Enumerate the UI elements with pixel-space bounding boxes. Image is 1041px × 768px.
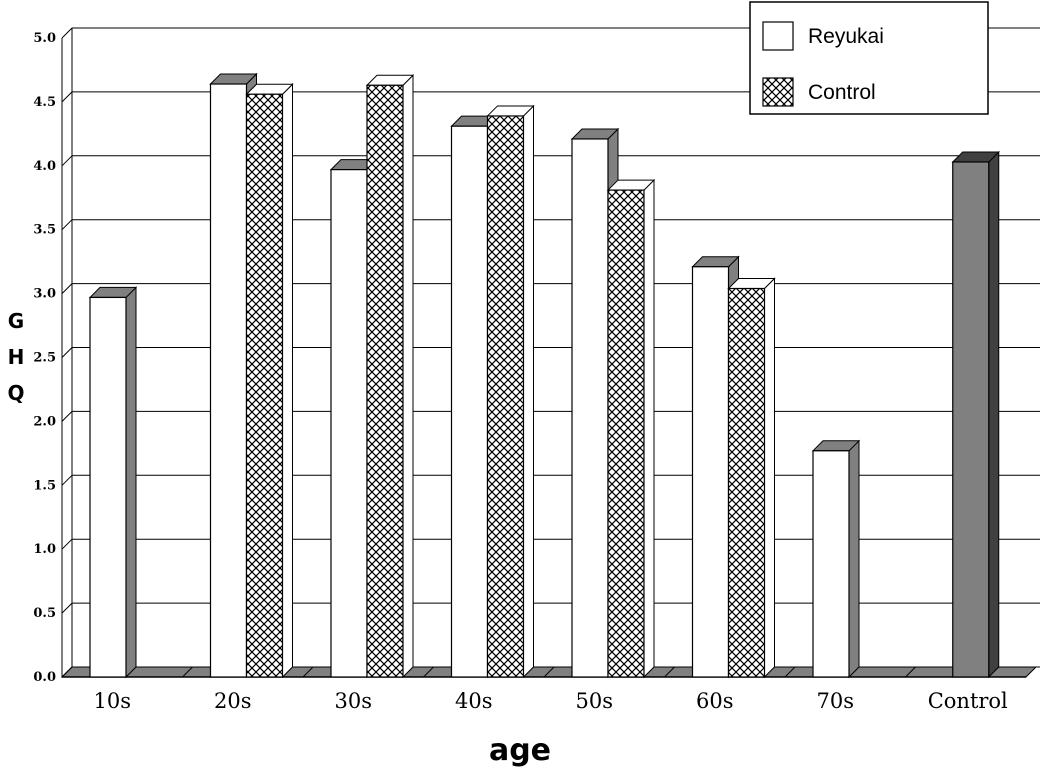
bar-side: [282, 83, 293, 679]
bar-front: [571, 138, 609, 678]
bar-front: [450, 125, 489, 678]
x-tick-label: 50s: [576, 689, 614, 713]
legend-label-reyukai: Reyukai: [808, 25, 884, 48]
x-axis-label: age: [489, 733, 551, 768]
legend-label-control: Control: [808, 81, 876, 104]
bar-side: [764, 277, 775, 679]
y-tick-label: 1.5: [33, 478, 56, 493]
x-tick-label: Control: [928, 689, 1008, 713]
legend-swatch-reyukai: [762, 21, 794, 51]
bar-front: [330, 169, 368, 678]
gridline-diagonal: [61, 155, 73, 167]
bar-control-40s: [486, 104, 535, 679]
bar-front: [486, 115, 525, 678]
gridline-diagonal: [61, 219, 73, 231]
y-tick-label: 5.0: [33, 31, 56, 46]
bar-front: [245, 93, 284, 678]
bar-reyukai-70s: [811, 439, 861, 679]
y-tick-label: 0.0: [33, 670, 56, 685]
x-ticks: 10s 20s 30s 40s 50s 60s 70s Control: [61, 666, 1008, 713]
bar-front: [952, 161, 990, 678]
x-tick-label: 20s: [214, 689, 252, 713]
bar-front: [366, 84, 404, 678]
y-ticks: 0.0 0.5 1.0 1.5 2.0 2.5 3.0 3.5 4.0 4.5 5.0: [33, 31, 56, 685]
bar-front: [727, 287, 766, 678]
gridline-diagonal: [61, 347, 73, 358]
y-tick-label: 1.0: [33, 542, 56, 557]
bar-side: [643, 178, 655, 679]
bar-side: [988, 150, 1000, 679]
bars: [88, 72, 1000, 679]
x-tick-mark: [784, 666, 796, 678]
gridline-diagonal: [61, 474, 73, 486]
bar-control-20s: [245, 83, 294, 679]
y-tick-label: 4.0: [33, 159, 56, 174]
y-label-letter: H: [8, 345, 25, 369]
y-axis-label: GHQ: [7, 309, 24, 405]
y-tick-label: 3.5: [33, 223, 56, 238]
bar-side: [523, 104, 534, 679]
x-tick-mark: [423, 666, 434, 678]
gridline-diagonal: [61, 602, 73, 614]
bar-reyukai-10s: [88, 286, 138, 679]
x-tick-mark: [302, 666, 314, 678]
y-tick-label: 3.0: [33, 287, 56, 302]
y-label-letter: Q: [7, 381, 24, 405]
gridlines: [61, 27, 1040, 678]
bar-control-60s: [727, 277, 776, 679]
x-tick-mark: [543, 666, 555, 678]
legend-swatch-control: [762, 77, 794, 107]
gridline-diagonal: [61, 283, 73, 294]
x-tick-label: 60s: [696, 689, 734, 713]
x-tick-label: 70s: [817, 689, 855, 713]
x-tick-mark: [664, 666, 675, 678]
bar-front: [89, 296, 127, 678]
legend: Reyukai Control: [749, 1, 989, 115]
bar-front: [209, 83, 248, 678]
bar-front: [607, 189, 645, 678]
gridline-diagonal: [61, 27, 73, 39]
x-tick-label: 10s: [94, 689, 132, 713]
x-tick-label: 30s: [335, 689, 373, 713]
x-tick-label: 40s: [455, 689, 493, 713]
y-tick-label: 0.5: [33, 606, 56, 621]
x-tick-mark: [905, 666, 916, 678]
y-label-letter: G: [8, 309, 24, 333]
gridline-diagonal: [61, 538, 73, 550]
gridline-diagonal: [61, 411, 73, 422]
y-tick-label: 2.0: [33, 414, 56, 429]
y-tick-label: 2.5: [33, 351, 56, 366]
bar-side: [402, 74, 414, 679]
bar-front: [691, 266, 730, 678]
bar-side: [848, 439, 860, 679]
bar-control-50s: [606, 178, 656, 679]
gridline-diagonal: [61, 91, 73, 103]
y-tick-label: 4.5: [33, 95, 56, 110]
x-tick-mark: [182, 666, 193, 678]
bar-side: [125, 286, 137, 679]
bar-front: [812, 450, 850, 678]
bar-control-30s: [365, 74, 415, 679]
bar-control-control: [951, 150, 1000, 679]
x-tick-mark: [61, 666, 73, 678]
